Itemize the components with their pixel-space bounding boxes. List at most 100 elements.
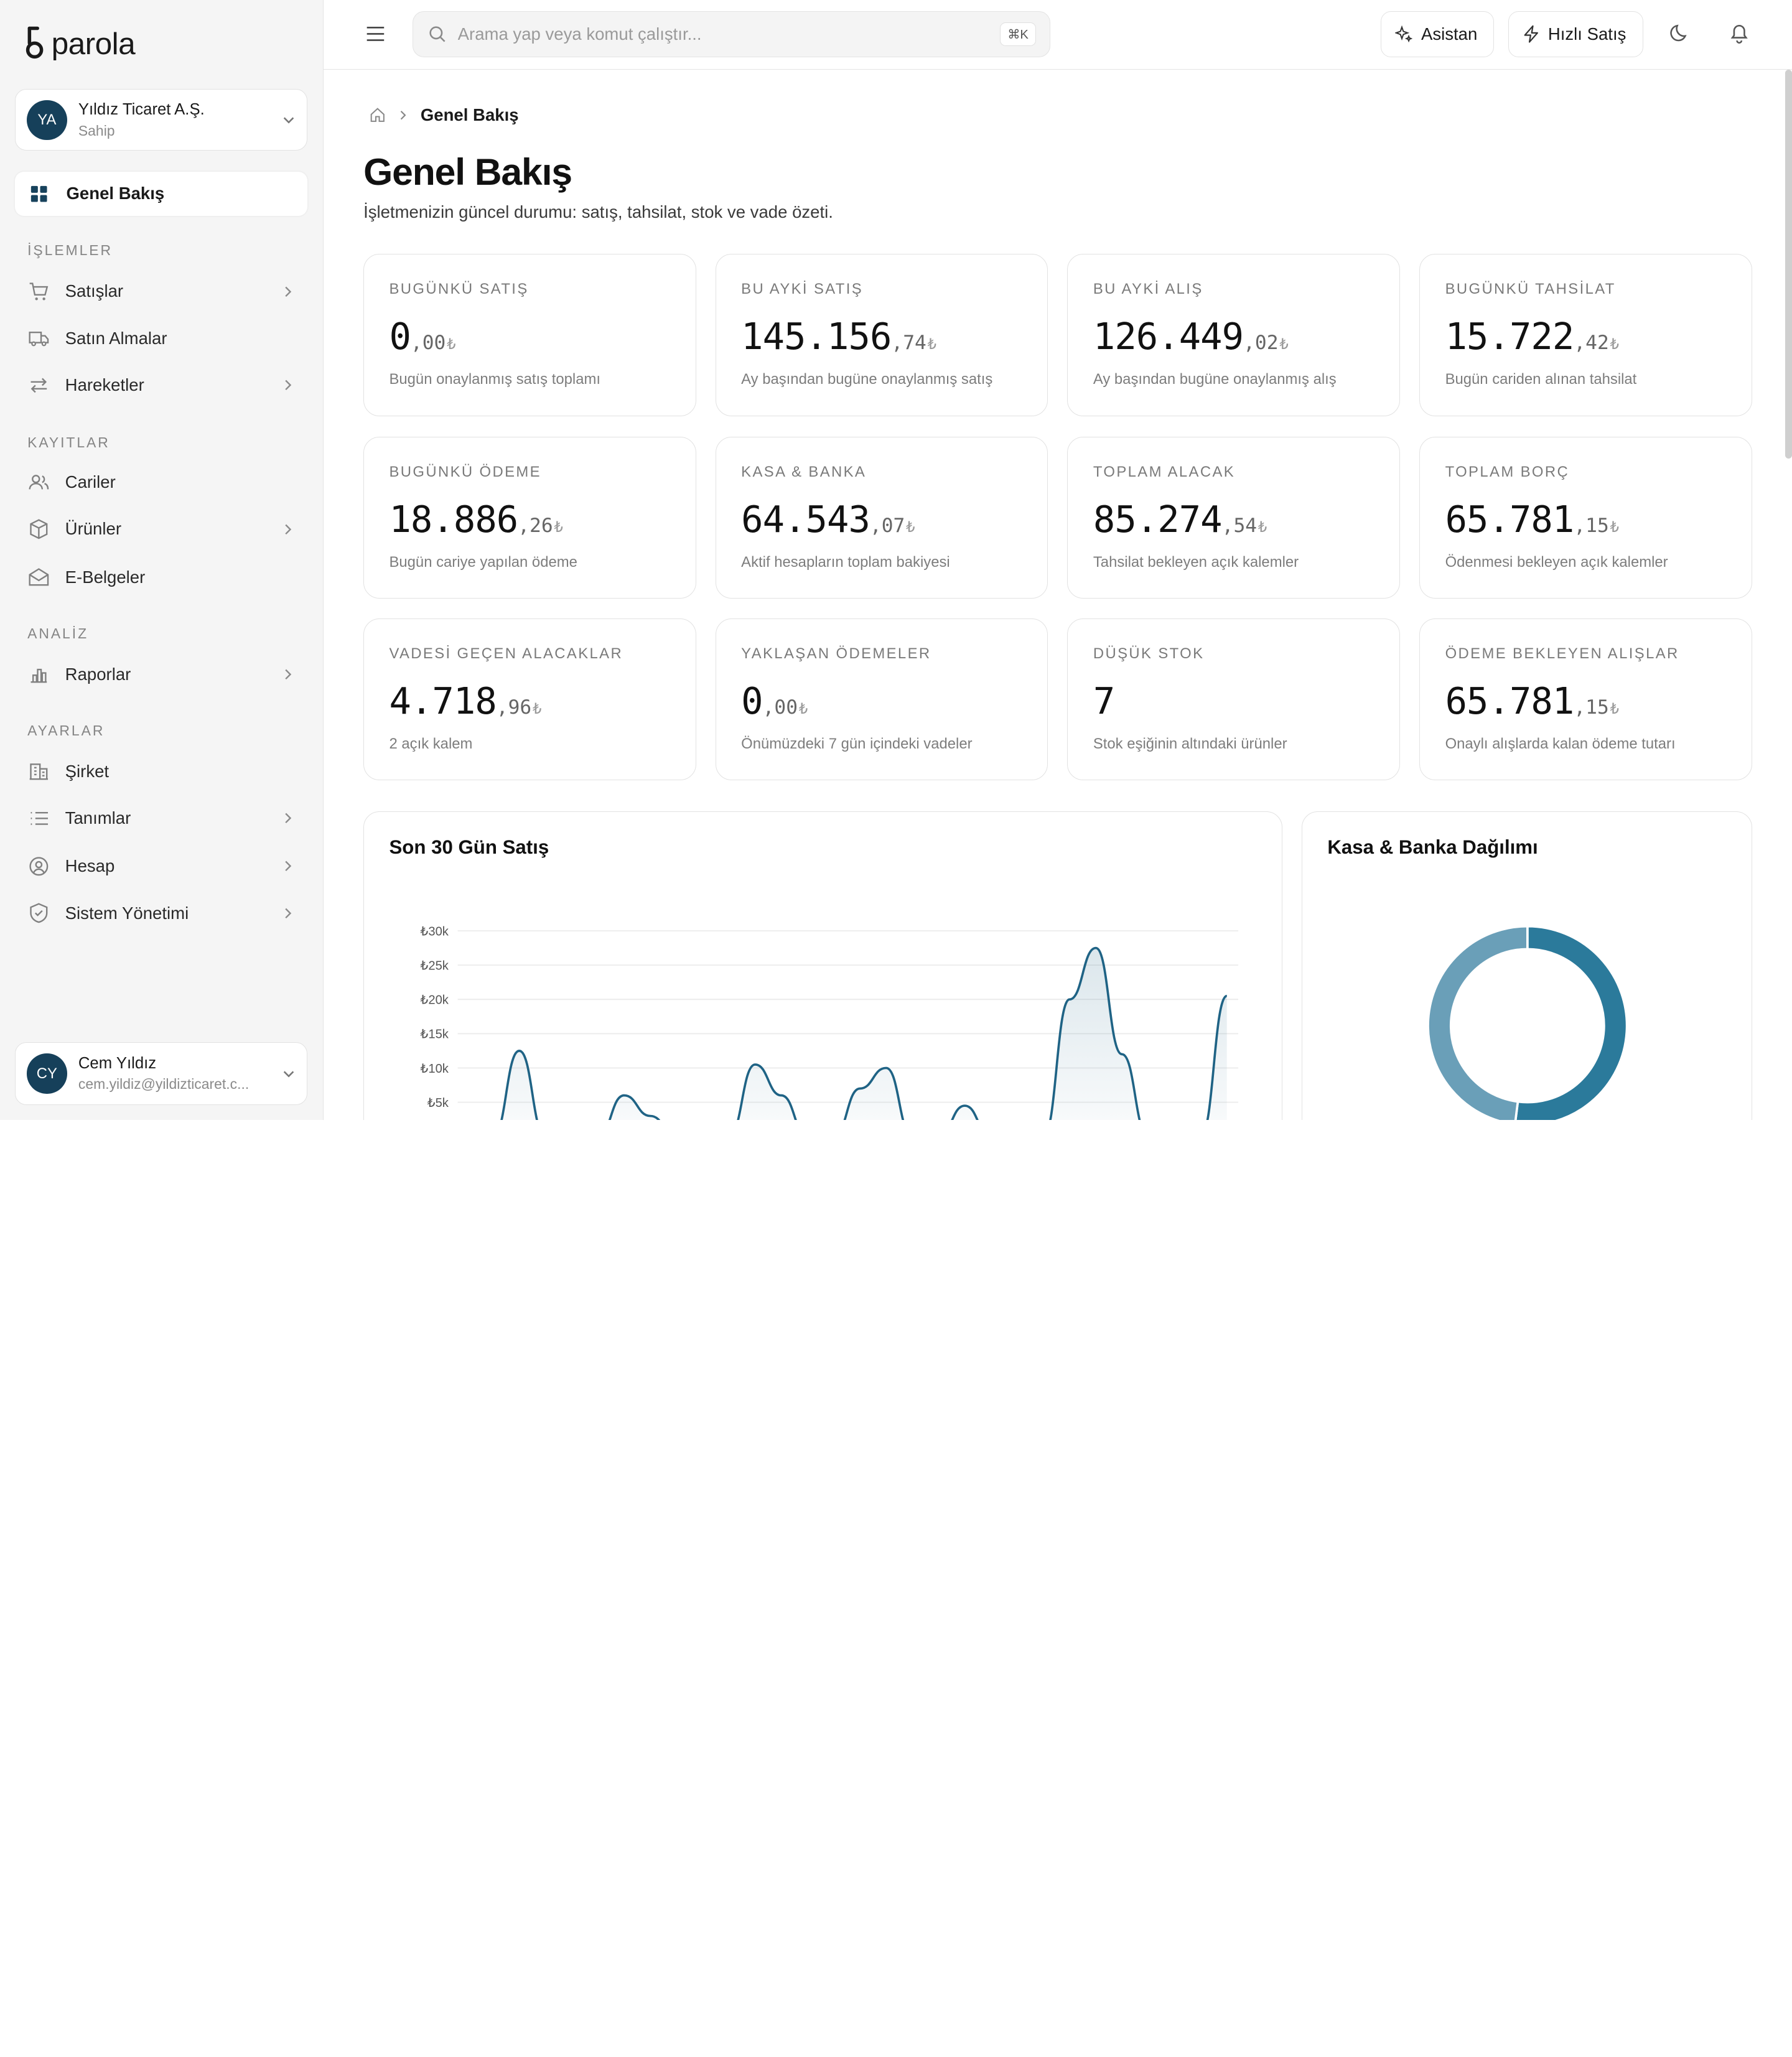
stat-card[interactable]: BU AYKİ SATIŞ 145.156,74 ₺ Ay başından bugü… xyxy=(715,253,1048,416)
sidebar-item-sistem[interactable]: Sistem Yönetimi xyxy=(15,892,307,933)
chevron-right-icon xyxy=(285,669,292,679)
stat-value-int: 18.886 xyxy=(389,497,518,541)
currency-symbol: ₺ xyxy=(798,699,808,717)
sidebar-item-ebelgeler[interactable]: E-Belgeler xyxy=(15,556,307,597)
sidebar-item-raporlar[interactable]: Raporlar xyxy=(15,654,307,695)
bell-icon[interactable] xyxy=(1727,21,1752,45)
chevron-right-icon xyxy=(285,813,292,824)
sidebar-item-label: Genel Bakış xyxy=(66,184,165,203)
stat-card-value: 126.449,02 ₺ xyxy=(1093,315,1289,358)
logo-text: parola xyxy=(51,26,136,61)
stat-card-title: BU AYKİ ALIŞ xyxy=(1093,280,1203,297)
stat-card-value: 7 xyxy=(1093,679,1115,722)
stat-card[interactable]: BUGÜNKÜ SATIŞ 0,00 ₺ Bugün onaylanmış satış… xyxy=(363,253,696,416)
stat-card-title: DÜŞÜK STOK xyxy=(1093,645,1205,662)
stat-card-value: 15.722,42 ₺ xyxy=(1445,315,1619,358)
stat-card-value: 0,00 ₺ xyxy=(741,679,808,722)
search-input[interactable] xyxy=(457,24,984,45)
stat-card-description: Ödenmesi bekleyen açık kalemler xyxy=(1445,553,1668,571)
user-email: cem.yildiz@yildizticaret.c... xyxy=(78,1076,250,1093)
sidebar-item-overview[interactable]: Genel Bakış xyxy=(14,171,308,217)
sidebar-item-hesap[interactable]: Hesap xyxy=(15,846,307,887)
stat-card[interactable]: TOPLAM ALACAK 85.274,54 ₺ Tahsilat bekleyen… xyxy=(1067,436,1400,599)
sidebar-item-satin-almalar[interactable]: Satın Almalar xyxy=(15,318,307,359)
list-icon xyxy=(30,811,49,825)
stat-value-int: 15.722 xyxy=(1445,315,1575,358)
stat-card-title: BU AYKİ SATIŞ xyxy=(741,280,864,297)
stat-card-value: 85.274,54 ₺ xyxy=(1093,498,1267,541)
sidebar-item-tanimlar[interactable]: Tanımlar xyxy=(15,798,307,839)
home-icon[interactable] xyxy=(369,106,386,124)
shield-check-icon xyxy=(30,903,48,923)
logo-mark-icon xyxy=(26,27,44,59)
currency-symbol: ₺ xyxy=(1610,518,1619,536)
stat-card-title: KASA & BANKA xyxy=(741,463,867,480)
chevron-right-icon xyxy=(285,286,292,297)
stat-value-decimal: ,02 xyxy=(1243,332,1279,355)
stat-card[interactable]: BU AYKİ ALIŞ 126.449,02 ₺ Ay başından bugün… xyxy=(1067,253,1400,416)
donut-slice[interactable] xyxy=(1514,925,1628,1120)
stat-card[interactable]: YAKLAŞAN ÖDEMELER 0,00 ₺ Önümüzdeki 7 gün i… xyxy=(715,618,1048,781)
shortcut-badge: ⌘K xyxy=(1000,22,1036,47)
stat-card[interactable]: KASA & BANKA 64.543,07 ₺ Aktif hesapların t… xyxy=(715,436,1048,599)
sidebar-item-urunler[interactable]: Ürünler xyxy=(15,508,307,549)
stat-card[interactable]: DÜŞÜK STOK 7 Stok eşiğinin altındaki ürünl… xyxy=(1067,618,1400,781)
stat-card[interactable]: TOPLAM BORÇ 65.781,15 ₺ Ödenmesi bekleyen a… xyxy=(1419,436,1752,599)
sidebar-item-satislar[interactable]: Satışlar xyxy=(15,271,307,312)
breadcrumb-current: Genel Bakış xyxy=(420,105,519,124)
user-menu[interactable]: CY Cem Yıldız cem.yildiz@yildizticaret.c… xyxy=(14,1042,308,1106)
search-bar[interactable]: ⌘K xyxy=(413,11,1050,57)
stat-card[interactable]: BUGÜNKÜ TAHSİLAT 15.722,42 ₺ Bugün cariden … xyxy=(1419,253,1752,416)
sidebar-item-label: Satın Almalar xyxy=(65,328,167,348)
page-title: Genel Bakış xyxy=(363,150,572,193)
sidebar-item-hareketler[interactable]: Hareketler xyxy=(15,365,307,406)
section-kayitlar: KAYITLAR xyxy=(27,434,110,450)
stat-card[interactable]: ÖDEME BEKLEYEN ALIŞLAR 65.781,15 ₺ Onaylı a… xyxy=(1419,618,1752,781)
y-tick-label: ₺20k xyxy=(421,994,449,1007)
bolt-icon xyxy=(1524,26,1539,44)
stat-card-description: 2 açık kalem xyxy=(389,735,473,752)
company-name: Yıldız Ticaret A.Ş. xyxy=(78,101,205,119)
stat-value-decimal: ,07 xyxy=(869,514,905,537)
stat-card-description: Tahsilat bekleyen açık kalemler xyxy=(1093,553,1299,571)
quick-sale-button[interactable]: Hızlı Satış xyxy=(1508,11,1644,57)
stat-value-decimal: ,74 xyxy=(891,332,926,355)
y-tick-label: ₺25k xyxy=(421,959,449,973)
stat-card-description: Önümüzdeki 7 gün içindeki vadeler xyxy=(741,735,973,752)
main-content: Genel Bakış Genel Bakış İşletmenizin gün… xyxy=(324,70,1792,1120)
chevron-right-icon xyxy=(285,380,292,391)
currency-symbol: ₺ xyxy=(447,335,455,353)
building-icon xyxy=(29,763,49,780)
cash-chart-title: Kasa & Banka Dağılımı xyxy=(1327,836,1538,858)
stat-value-decimal: ,15 xyxy=(1574,514,1609,537)
section-analiz: ANALİZ xyxy=(27,625,89,641)
company-switcher[interactable]: YA Yıldız Ticaret A.Ş. Sahip xyxy=(14,89,308,151)
users-icon xyxy=(29,474,49,490)
assistant-button[interactable]: Asistan xyxy=(1380,11,1494,57)
donut-slice[interactable] xyxy=(1427,925,1529,1120)
sidebar-item-sirket[interactable]: Şirket xyxy=(15,751,307,792)
sidebar-item-label: E-Belgeler xyxy=(65,567,146,587)
stat-value-decimal: ,42 xyxy=(1574,332,1609,355)
moon-icon[interactable] xyxy=(1668,21,1692,45)
stat-card[interactable]: VADESİ GEÇEN ALACAKLAR 4.718,96 ₺ 2 açık ka… xyxy=(363,618,696,781)
sales-chart-panel: Son 30 Gün Satış ₺30k ₺25k ₺20k ₺15k ₺10k ₺5k xyxy=(363,811,1282,1120)
currency-symbol: ₺ xyxy=(1258,518,1267,536)
sidebar-item-label: Satışlar xyxy=(65,281,124,301)
sidebar-item-label: Şirket xyxy=(65,761,110,781)
sales-area-chart: ₺30k ₺25k ₺20k ₺15k ₺10k ₺5k xyxy=(421,925,1239,1120)
stat-value-int: 0 xyxy=(741,679,763,722)
app-logo[interactable]: parola xyxy=(25,25,136,62)
sidebar-item-cariler[interactable]: Cariler xyxy=(15,462,307,503)
stat-card-title: BUGÜNKÜ SATIŞ xyxy=(389,280,529,297)
stat-card[interactable]: BUGÜNKÜ ÖDEME 18.886,26 ₺ Bugün cariye yapı… xyxy=(363,436,696,599)
menu-icon[interactable] xyxy=(365,23,386,45)
scrollbar[interactable] xyxy=(1785,70,1792,459)
stat-value-int: 126.449 xyxy=(1093,315,1244,358)
stat-card-value: 0,00 ₺ xyxy=(389,315,455,358)
stat-card-description: Aktif hesapların toplam bakiyesi xyxy=(741,553,950,571)
stat-value-int: 145.156 xyxy=(741,315,892,358)
chevron-right-icon xyxy=(400,110,406,120)
currency-symbol: ₺ xyxy=(533,699,541,717)
sales-line[interactable] xyxy=(467,946,1228,1120)
